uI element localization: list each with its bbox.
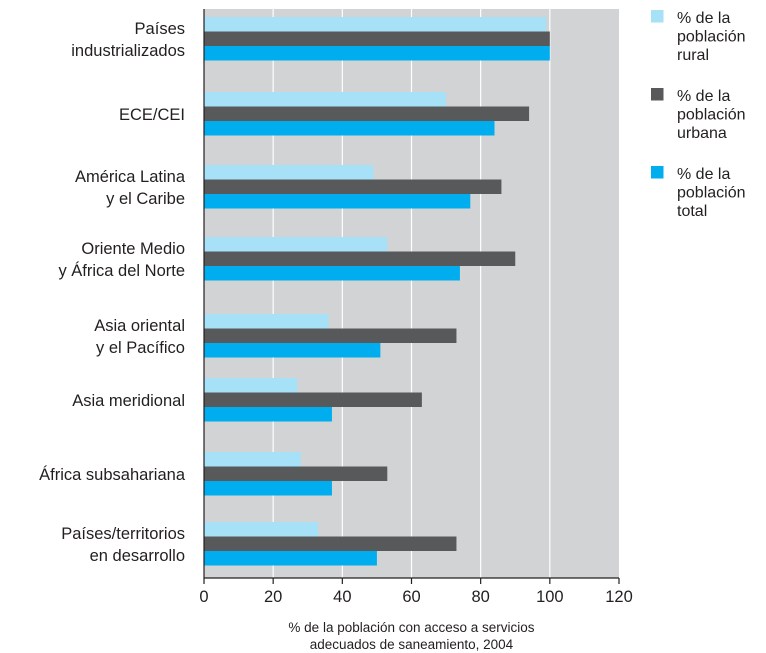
- bar-africa-subsahariana-urbana: [204, 466, 388, 481]
- legend-label: % de la población total: [677, 166, 746, 220]
- bar-asia-oriental-y-el-pacifico-rural: [204, 314, 329, 329]
- bar-asia-oriental-y-el-pacifico-urbana: [204, 328, 457, 343]
- legend-swatch: [651, 88, 664, 101]
- legend-item-urbana: % de la población urbana: [651, 88, 746, 142]
- x-tick-label: 60: [402, 588, 420, 606]
- bar-paises-territorios-en-desarrollo-urbana: [204, 536, 457, 551]
- bar-asia-meridional-total: [204, 407, 332, 422]
- category-label: Países/territorios en desarrollo: [61, 525, 185, 565]
- bar-asia-meridional-urbana: [204, 392, 422, 407]
- legend: % de la población rural % de la población urb…: [651, 10, 746, 220]
- bar-paises-industrializados-rural: [204, 17, 547, 32]
- category-labels: Países industrializados ECE/CEI América Lat…: [39, 20, 186, 565]
- bar-america-latina-y-el-caribe-rural: [204, 165, 374, 180]
- legend-label: % de la población rural: [677, 10, 746, 64]
- category-label: Países industrializados: [71, 20, 185, 60]
- category-label: África subsahariana: [39, 465, 186, 484]
- bar-oriente-medio-y-africa-del-norte-total: [204, 266, 460, 281]
- bar-paises-territorios-en-desarrollo-rural: [204, 522, 319, 537]
- bar-paises-industrializados-total: [204, 46, 550, 61]
- x-tick-label: 120: [605, 588, 633, 606]
- x-tick-label: 100: [536, 588, 564, 606]
- category-label: Asia meridional: [72, 392, 185, 410]
- x-axis-label: % de la población con acceso a servicios…: [288, 620, 534, 652]
- category-label: América Latina y el Caribe: [75, 168, 186, 208]
- legend-label: % de la población urbana: [677, 88, 746, 142]
- legend-swatch: [651, 10, 664, 23]
- bar-america-latina-y-el-caribe-total: [204, 194, 471, 209]
- bar-ece-cei-total: [204, 121, 495, 136]
- x-tick-label: 40: [333, 588, 351, 606]
- bar-ece-cei-urbana: [204, 106, 530, 121]
- bar-paises-territorios-en-desarrollo-total: [204, 551, 377, 566]
- x-tick-label: 0: [199, 588, 208, 606]
- bar-oriente-medio-y-africa-del-norte-urbana: [204, 251, 516, 266]
- bars: [204, 17, 550, 566]
- bar-ece-cei-rural: [204, 92, 447, 107]
- x-tick-label: 80: [471, 588, 489, 606]
- category-label: ECE/CEI: [119, 106, 185, 124]
- legend-swatch: [651, 166, 664, 179]
- category-label: Asia oriental y el Pacífico: [94, 317, 185, 357]
- x-axis-title: % de la población con acceso a servicios…: [288, 620, 534, 652]
- bar-america-latina-y-el-caribe-urbana: [204, 179, 502, 194]
- x-tick-label: 20: [264, 588, 282, 606]
- legend-item-total: % de la población total: [651, 166, 746, 220]
- bar-asia-meridional-rural: [204, 378, 298, 393]
- bar-paises-industrializados-urbana: [204, 31, 550, 46]
- x-axis: 0 20 40 60 80 100 120: [199, 9, 633, 606]
- legend-item-rural: % de la población rural: [651, 10, 746, 64]
- bar-africa-subsahariana-total: [204, 481, 332, 496]
- bar-africa-subsahariana-rural: [204, 452, 301, 467]
- bar-oriente-medio-y-africa-del-norte-rural: [204, 237, 388, 252]
- category-label: Oriente Medio y África del Norte: [58, 240, 185, 280]
- bar-asia-oriental-y-el-pacifico-total: [204, 343, 381, 358]
